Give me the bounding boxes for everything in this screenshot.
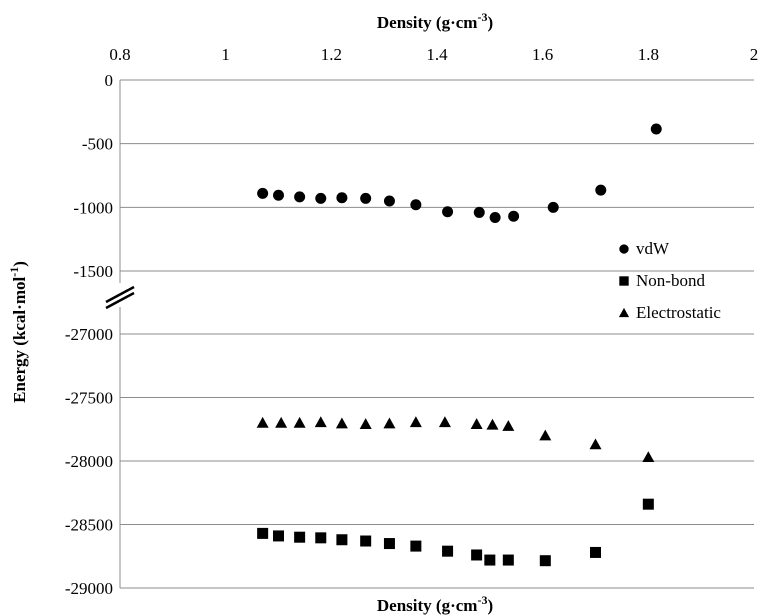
point-triangle-11: [502, 420, 515, 431]
point-square-6: [383, 538, 395, 550]
point-square-10: [484, 554, 496, 566]
y-tick-label-6: -28000: [65, 452, 113, 471]
point-triangle-9: [470, 418, 483, 429]
point-circle-4: [336, 192, 348, 204]
point-circle-9: [473, 206, 485, 218]
point-circle-0: [257, 187, 269, 199]
point-circle-13: [595, 184, 607, 196]
point-square-1: [273, 530, 284, 542]
point-square-12: [539, 555, 551, 567]
axis-break-marker: [104, 283, 138, 310]
point-square-11: [502, 554, 514, 566]
point-triangle-14: [642, 451, 655, 462]
point-triangle-6: [383, 417, 396, 429]
point-square-4: [336, 534, 348, 546]
point-circle-2: [294, 191, 306, 203]
x-tick-label-5: 1.8: [638, 45, 659, 64]
legend-label-triangle: Electrostatic: [636, 303, 721, 322]
x-tick-label-6: 2: [750, 45, 759, 64]
point-circle-14: [650, 123, 662, 135]
point-square-5: [360, 535, 372, 547]
point-circle-3: [315, 192, 327, 204]
point-circle-6: [383, 195, 395, 207]
point-square-2: [294, 531, 306, 543]
point-square-3: [315, 532, 327, 544]
legend-label-circle: vdW: [636, 239, 670, 258]
y-tick-label-0: 0: [105, 71, 114, 90]
legend-marker-triangle: [618, 307, 630, 318]
legend-marker-circle: [619, 244, 629, 254]
point-circle-1: [273, 189, 284, 201]
point-square-0: [257, 527, 269, 539]
point-circle-11: [508, 210, 520, 222]
point-triangle-1: [275, 416, 288, 428]
y-tick-label-2: -1000: [73, 198, 113, 217]
point-circle-7: [410, 199, 422, 211]
point-triangle-3: [314, 416, 327, 428]
point-triangle-5: [359, 418, 372, 429]
y-tick-labels: 0 -500 -1000 -1500 -27000 -27500 -28000 -28500 -…: [65, 71, 113, 598]
point-triangle-4: [335, 417, 348, 429]
x-tick-label-3: 1.4: [426, 45, 448, 64]
point-triangle-2: [293, 416, 306, 428]
x-tick-labels: 0.8 1 1.2 1.4 1.6 1.8 2: [109, 45, 758, 64]
point-triangle-10: [486, 418, 499, 430]
x-tick-label-1: 1: [221, 45, 230, 64]
point-square-9: [471, 549, 483, 561]
point-triangle-7: [409, 416, 422, 428]
y-tick-label-5: -27500: [65, 389, 113, 408]
point-triangle-13: [589, 438, 602, 450]
point-triangle-12: [539, 429, 552, 441]
point-square-14: [642, 498, 654, 510]
x-axis-title-top: Density (g·cm-3): [377, 10, 493, 32]
legend-marker-square: [619, 276, 629, 286]
y-axis-title: Energy (kcal·mol-1): [7, 261, 29, 403]
point-square-13: [590, 546, 601, 558]
x-tick-label-0: 0.8: [109, 45, 130, 64]
x-tick-label-4: 1.6: [532, 45, 553, 64]
y-tick-label-4: -27000: [65, 325, 113, 344]
x-tick-label-2: 1.2: [321, 45, 342, 64]
y-tick-label-8: -29000: [65, 579, 113, 598]
y-tick-label-3: -1500: [73, 262, 113, 281]
x-axis-title-bottom: Density (g·cm-3): [377, 593, 493, 615]
y-tick-label-1: -500: [82, 135, 113, 154]
point-square-7: [410, 540, 422, 552]
point-circle-12: [547, 201, 559, 213]
gridlines: [120, 79, 754, 589]
point-triangle-8: [438, 416, 451, 428]
data-points: [256, 123, 662, 567]
point-square-8: [442, 545, 454, 557]
point-circle-10: [489, 212, 501, 224]
point-circle-5: [360, 192, 372, 204]
axes: [119, 80, 754, 589]
legend-label-square: Non-bond: [636, 271, 705, 290]
legend: vdW Non-bond Electrostatic: [618, 239, 721, 322]
point-circle-8: [442, 206, 454, 218]
point-triangle-0: [256, 416, 269, 428]
y-tick-label-7: -28500: [65, 516, 113, 535]
